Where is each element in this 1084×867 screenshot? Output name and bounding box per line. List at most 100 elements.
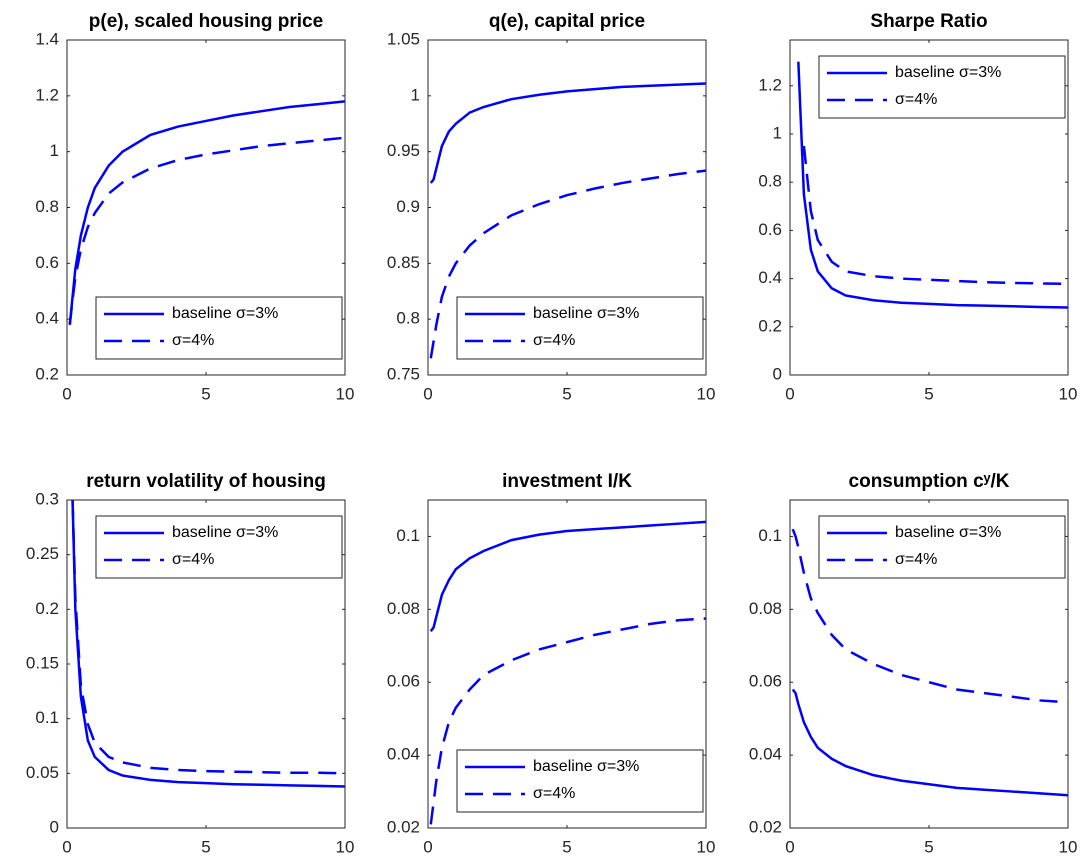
legend-label: baseline σ=3%	[895, 524, 1001, 541]
x-tick-label: 10	[336, 384, 355, 403]
legend-box	[456, 296, 704, 360]
y-tick-label: 0	[773, 364, 782, 383]
x-tick-label: 0	[785, 384, 794, 403]
data-line	[429, 169, 706, 359]
x-tick-label: 5	[924, 384, 933, 403]
panel: consumption cʸ/K 0.02 0.04 0.06 0.08 0.1 0 5 10 b…	[749, 471, 1078, 856]
legend: baseline σ=3% σ=4%	[818, 55, 1066, 119]
data-line	[68, 100, 345, 325]
panel: Sharpe Ratio 0 0.2 0.4 0.6 0.8 1 1.2 0 5 10 baselin…	[758, 11, 1077, 403]
data-line	[429, 520, 706, 632]
legend-box	[95, 515, 343, 579]
chart-title: Sharpe Ratio	[870, 11, 987, 32]
y-tick-label: 0.2	[35, 599, 59, 618]
y-tick-label: 0.3	[35, 489, 59, 508]
y-tick-label: 0.8	[396, 309, 420, 328]
panel: return volatility of housing 0 0.05 0.1 0.15…	[26, 471, 355, 856]
legend-box	[95, 296, 343, 360]
axes-box	[66, 499, 346, 829]
y-tick-label: 0.8	[35, 197, 59, 216]
data-line	[797, 61, 1068, 309]
y-tick-label: 1.05	[387, 29, 420, 48]
data-line	[429, 82, 706, 184]
x-tick-label: 5	[201, 837, 210, 856]
legend-label: baseline σ=3%	[172, 305, 278, 322]
x-tick-label: 5	[201, 384, 210, 403]
x-tick-label: 0	[62, 384, 71, 403]
data-line	[429, 617, 706, 825]
legend-label: baseline σ=3%	[895, 64, 1001, 81]
y-tick-label: 0.1	[35, 708, 59, 727]
legend-label: σ=4%	[533, 785, 575, 802]
panel: investment I/K 0.02 0.04 0.06 0.08 0.1 0 5 10 bas…	[387, 471, 716, 856]
data-line	[791, 528, 1068, 704]
y-tick-label: 0.2	[758, 316, 782, 335]
y-tick-label: 1.2	[758, 75, 782, 94]
x-tick-label: 10	[697, 837, 716, 856]
y-tick-label: 0.85	[387, 253, 420, 272]
axes-box	[66, 39, 346, 376]
data-line	[791, 688, 1068, 797]
axes-box	[789, 499, 1069, 829]
legend-box	[818, 55, 1066, 119]
x-tick-label: 5	[924, 837, 933, 856]
legend-box	[818, 515, 1066, 579]
y-tick-label: 0.6	[758, 220, 782, 239]
panel: q(e), capital price 0.75 0.8 0.85 0.9 0.95 1 1.…	[387, 11, 716, 403]
y-tick-label: 0.02	[387, 817, 420, 836]
data-line	[71, 500, 345, 788]
x-tick-label: 5	[562, 384, 571, 403]
x-tick-label: 10	[336, 837, 355, 856]
y-tick-label: 0.06	[749, 672, 782, 691]
y-tick-label: 0.1	[758, 526, 782, 545]
y-tick-label: 0.04	[387, 745, 420, 764]
y-tick-label: 0.08	[749, 599, 782, 618]
x-tick-label: 0	[423, 384, 432, 403]
legend: baseline σ=3% σ=4%	[456, 749, 704, 813]
legend-label: baseline σ=3%	[533, 758, 639, 775]
y-tick-label: 0.4	[758, 268, 782, 287]
chart-title: consumption cʸ/K	[849, 471, 1010, 492]
y-tick-label: 0.6	[35, 253, 59, 272]
legend-box	[456, 749, 704, 813]
x-tick-label: 10	[1059, 837, 1078, 856]
y-tick-label: 0.75	[387, 364, 420, 383]
legend-label: σ=4%	[172, 551, 214, 568]
legend: baseline σ=3% σ=4%	[456, 296, 704, 360]
chart-title: p(e), scaled housing price	[89, 11, 323, 32]
y-tick-label: 0.15	[26, 653, 59, 672]
legend: baseline σ=3% σ=4%	[95, 296, 343, 360]
y-tick-label: 0.8	[758, 172, 782, 191]
axes-box	[427, 39, 707, 376]
y-tick-label: 0.05	[26, 763, 59, 782]
y-tick-label: 0.25	[26, 544, 59, 563]
legend: baseline σ=3% σ=4%	[818, 515, 1066, 579]
y-tick-label: 0.1	[396, 526, 420, 545]
y-tick-label: 1	[50, 141, 59, 160]
y-tick-label: 0.4	[35, 309, 59, 328]
y-tick-label: 0.9	[396, 197, 420, 216]
chart-title: return volatility of housing	[86, 471, 326, 492]
x-tick-label: 0	[62, 837, 71, 856]
legend: baseline σ=3% σ=4%	[95, 515, 343, 579]
y-tick-label: 0	[50, 817, 59, 836]
data-line	[802, 145, 1068, 286]
axes-box	[427, 499, 707, 829]
legend-label: σ=4%	[533, 332, 575, 349]
panel: p(e), scaled housing price 0.2 0.4 0.6 0.8 1 1…	[35, 11, 354, 403]
legend-label: baseline σ=3%	[172, 524, 278, 541]
chart-title: q(e), capital price	[489, 11, 645, 32]
axes-box	[789, 39, 1069, 376]
y-tick-label: 0.95	[387, 141, 420, 160]
y-tick-label: 0.08	[387, 599, 420, 618]
y-tick-label: 0.2	[35, 364, 59, 383]
chart-title: investment I/K	[502, 471, 632, 492]
data-line	[71, 500, 345, 775]
x-tick-label: 5	[562, 837, 571, 856]
y-tick-label: 0.02	[749, 817, 782, 836]
legend-label: σ=4%	[895, 91, 937, 108]
x-tick-label: 10	[697, 384, 716, 403]
y-tick-label: 1.4	[35, 29, 59, 48]
legend-label: σ=4%	[172, 332, 214, 349]
